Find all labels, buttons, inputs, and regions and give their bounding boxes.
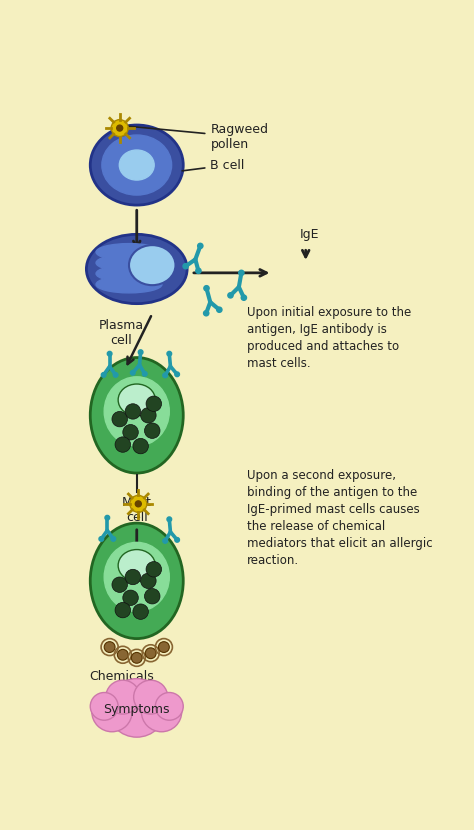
Circle shape — [183, 264, 188, 269]
Circle shape — [104, 642, 115, 652]
Circle shape — [133, 604, 148, 619]
Circle shape — [141, 574, 156, 588]
Circle shape — [115, 603, 130, 618]
Circle shape — [123, 424, 138, 440]
Circle shape — [123, 590, 138, 606]
Text: Plasma
cell: Plasma cell — [99, 319, 144, 347]
Text: Upon a second exposure,
binding of the antigen to the
IgE-primed mast cells caus: Upon a second exposure, binding of the a… — [247, 469, 432, 567]
Text: Mast
cell: Mast cell — [122, 496, 152, 525]
Circle shape — [167, 351, 172, 356]
Circle shape — [130, 496, 147, 512]
Ellipse shape — [104, 542, 169, 612]
Circle shape — [107, 351, 112, 356]
Circle shape — [113, 373, 118, 377]
Circle shape — [142, 372, 147, 376]
Ellipse shape — [104, 377, 169, 446]
Circle shape — [196, 268, 201, 273]
Ellipse shape — [96, 265, 162, 282]
Circle shape — [146, 562, 162, 577]
Ellipse shape — [90, 125, 183, 205]
Circle shape — [241, 295, 246, 300]
Circle shape — [203, 310, 209, 316]
Ellipse shape — [118, 384, 155, 416]
Circle shape — [175, 372, 180, 377]
Circle shape — [175, 538, 180, 542]
Circle shape — [141, 408, 156, 423]
Ellipse shape — [90, 523, 183, 638]
Ellipse shape — [90, 358, 183, 473]
Circle shape — [130, 370, 135, 375]
Circle shape — [111, 120, 128, 137]
Text: B cell: B cell — [182, 159, 245, 172]
Circle shape — [105, 515, 109, 520]
Circle shape — [106, 680, 140, 714]
Ellipse shape — [129, 245, 175, 286]
Text: Ragweed
pollen: Ragweed pollen — [127, 123, 268, 151]
Circle shape — [163, 539, 167, 543]
Circle shape — [146, 396, 162, 412]
Circle shape — [204, 286, 209, 290]
Text: IgE: IgE — [300, 228, 319, 242]
Ellipse shape — [96, 276, 162, 293]
Ellipse shape — [118, 549, 155, 581]
Circle shape — [158, 642, 169, 652]
Circle shape — [145, 423, 160, 438]
Text: Symptoms: Symptoms — [103, 703, 170, 716]
Circle shape — [145, 648, 156, 659]
Circle shape — [112, 412, 128, 427]
Circle shape — [125, 569, 141, 584]
Ellipse shape — [96, 243, 162, 261]
Circle shape — [107, 679, 166, 737]
Circle shape — [101, 373, 106, 377]
Circle shape — [138, 350, 143, 354]
Circle shape — [90, 692, 118, 720]
Circle shape — [115, 437, 130, 452]
Circle shape — [141, 691, 182, 732]
Circle shape — [112, 577, 128, 593]
Circle shape — [118, 649, 128, 660]
Text: Upon initial exposure to the
antigen, IgE antibody is
produced and attaches to
m: Upon initial exposure to the antigen, Ig… — [247, 306, 411, 370]
Circle shape — [133, 438, 148, 454]
Circle shape — [198, 243, 203, 248]
Ellipse shape — [102, 135, 172, 195]
Circle shape — [111, 537, 116, 541]
Circle shape — [131, 652, 142, 663]
Text: Chemicals: Chemicals — [89, 670, 154, 683]
Circle shape — [217, 307, 222, 312]
Circle shape — [239, 271, 244, 276]
Circle shape — [135, 500, 141, 507]
Ellipse shape — [96, 254, 162, 271]
Circle shape — [228, 293, 233, 298]
Circle shape — [155, 692, 183, 720]
Circle shape — [163, 373, 167, 378]
Circle shape — [145, 588, 160, 604]
Ellipse shape — [86, 234, 187, 304]
Circle shape — [117, 125, 123, 131]
Circle shape — [167, 517, 172, 521]
Circle shape — [92, 691, 132, 732]
Circle shape — [125, 403, 141, 419]
Ellipse shape — [119, 150, 154, 180]
Circle shape — [134, 680, 168, 714]
Circle shape — [99, 537, 104, 541]
